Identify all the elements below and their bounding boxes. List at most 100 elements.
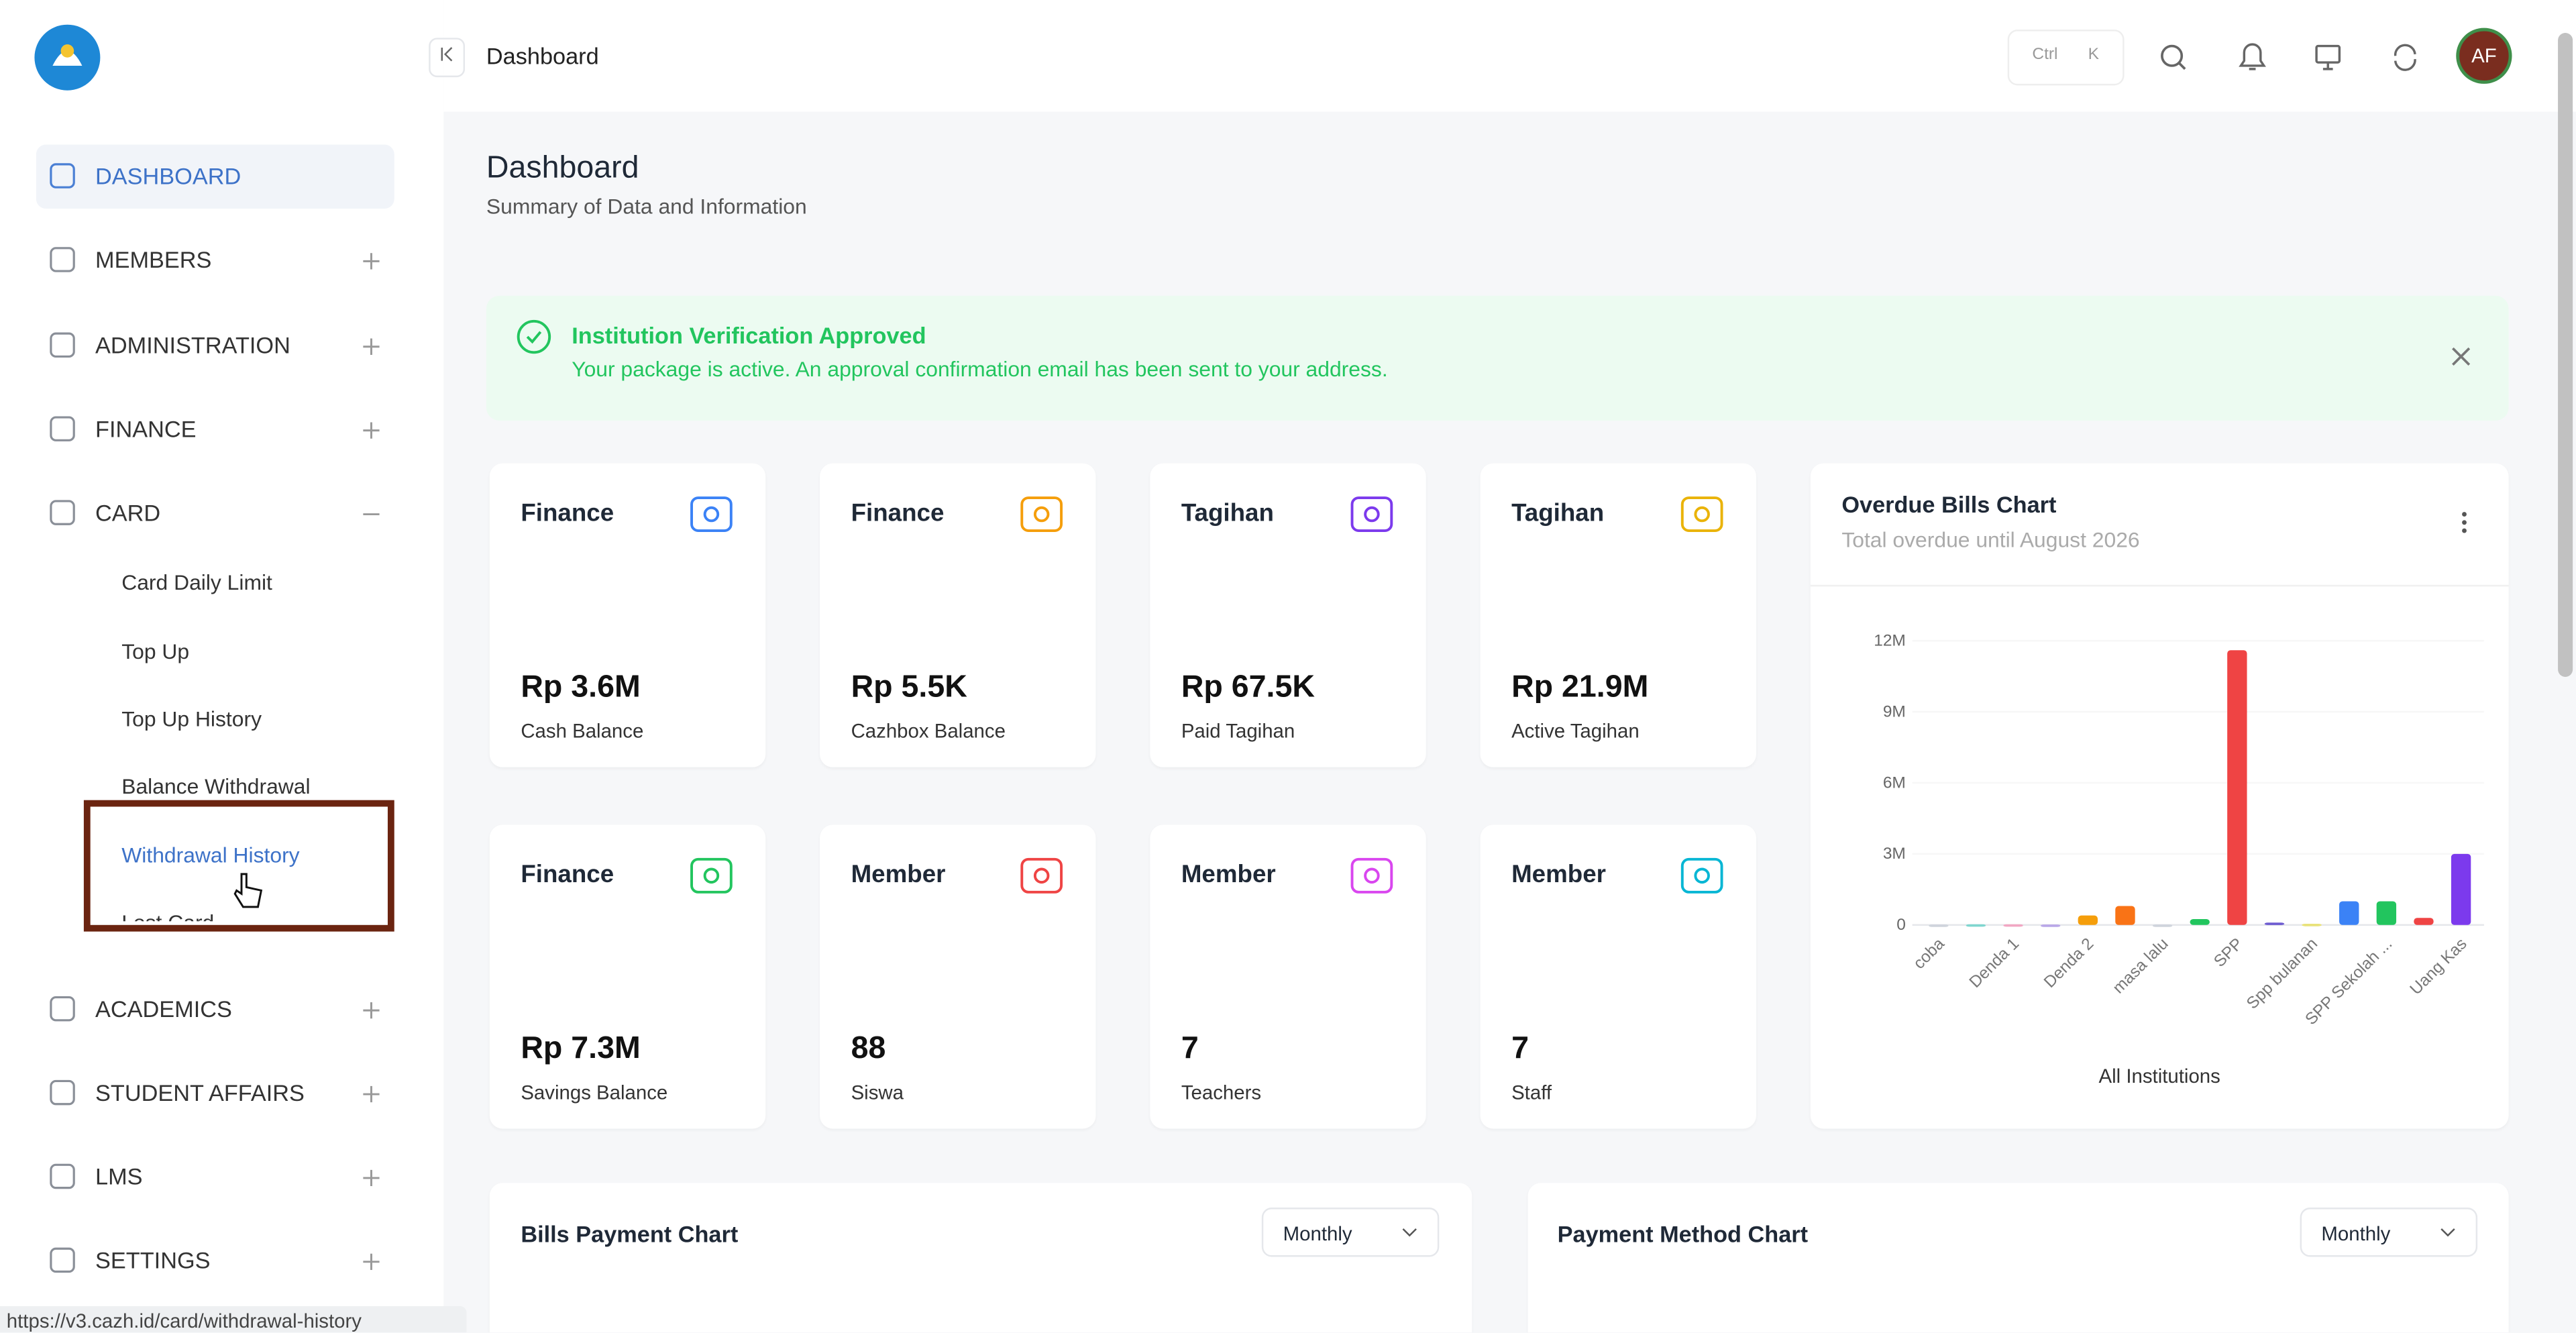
logo[interactable] bbox=[33, 23, 102, 92]
page-subtitle: Summary of Data and Information bbox=[486, 193, 807, 219]
icon-shape bbox=[50, 500, 75, 525]
bar bbox=[2152, 924, 2173, 927]
bar bbox=[2451, 853, 2471, 925]
submenu-item[interactable]: Top Up History bbox=[121, 706, 262, 731]
icon-shape bbox=[50, 163, 75, 189]
bar bbox=[2339, 901, 2359, 925]
stat-category: Member bbox=[1511, 861, 1606, 889]
x-tick-label: coba bbox=[1910, 935, 1948, 973]
menu-item[interactable]: ADMINISTRATION bbox=[95, 331, 290, 358]
stat-label: Paid Tagihan bbox=[1181, 719, 1295, 743]
stat-category: Finance bbox=[521, 861, 614, 889]
overdue-chart: 0 3M 6M 9M 12M coba Denda 1 Denda 2 masa lalu SPP… bbox=[1874, 631, 2484, 1028]
icon-shape bbox=[50, 996, 75, 1022]
icon-shape bbox=[363, 1002, 380, 1019]
alert-title: Institution Verification Approved bbox=[572, 322, 926, 349]
expand-icon[interactable] bbox=[363, 253, 380, 270]
stat-card: Member 88 Siswa bbox=[820, 824, 1096, 1129]
submenu-item[interactable]: Lost Card bbox=[121, 910, 214, 922]
y-tick-label: 12M bbox=[1874, 631, 1906, 649]
chevron bbox=[1402, 1228, 1417, 1237]
expand-icon[interactable] bbox=[363, 1002, 380, 1019]
period-select[interactable]: Monthly bbox=[2300, 1208, 2478, 1257]
icon-shape bbox=[1680, 857, 1723, 894]
chart-menu[interactable] bbox=[2458, 509, 2471, 535]
menu-icon bbox=[50, 500, 75, 525]
period-select[interactable]: Monthly bbox=[1261, 1208, 1440, 1257]
menu-icon bbox=[50, 247, 75, 272]
menu-icon bbox=[50, 996, 75, 1022]
stat-category: Member bbox=[1181, 861, 1276, 889]
expand-icon[interactable] bbox=[363, 338, 380, 355]
menu-item[interactable]: DASHBOARD bbox=[95, 162, 241, 189]
bar bbox=[2227, 650, 2247, 925]
stat-category: Finance bbox=[521, 499, 614, 528]
x-tick-label: Spp bulanan bbox=[2243, 935, 2321, 1012]
stat-label: Cazhbox Balance bbox=[851, 719, 1006, 743]
search-icon[interactable] bbox=[2161, 44, 2186, 70]
stat-value: 88 bbox=[851, 1031, 886, 1067]
stat-value: 7 bbox=[1181, 1031, 1199, 1067]
menu-item[interactable]: STUDENT AFFAIRS bbox=[95, 1079, 305, 1106]
icon-shape bbox=[363, 253, 380, 270]
bar bbox=[2190, 918, 2210, 925]
payment-method-card: Payment Method Chart Monthly bbox=[1527, 1183, 2509, 1333]
expand-icon[interactable] bbox=[363, 1085, 380, 1103]
menu-item[interactable]: MEMBERS bbox=[95, 246, 212, 273]
bar bbox=[2041, 924, 2061, 927]
expand-icon[interactable] bbox=[363, 1169, 380, 1187]
stat-value: Rp 21.9M bbox=[1511, 670, 1649, 705]
submenu-item[interactable]: Withdrawal History bbox=[121, 843, 300, 868]
stat-card: Tagihan Rp 21.9M Active Tagihan bbox=[1480, 463, 1756, 767]
x-axis-title: All Institutions bbox=[2098, 1064, 2220, 1088]
menu-icon bbox=[50, 1247, 75, 1273]
submenu-item[interactable]: Top Up bbox=[121, 639, 190, 664]
icon-shape bbox=[363, 422, 380, 439]
card-title: Payment Method Chart bbox=[1557, 1220, 1809, 1247]
expand-icon[interactable] bbox=[363, 1253, 380, 1271]
divider bbox=[1810, 584, 2509, 587]
stat-category: Member bbox=[851, 861, 946, 889]
stat-card: Member 7 Teachers bbox=[1150, 824, 1426, 1129]
notification-icon[interactable] bbox=[2239, 43, 2266, 70]
menu-item[interactable]: CARD bbox=[95, 499, 161, 526]
submenu-item[interactable]: Balance Withdrawal bbox=[121, 774, 311, 799]
menu-icon bbox=[50, 416, 75, 441]
menu-item[interactable]: FINANCE bbox=[95, 415, 197, 442]
shortcut-key: K bbox=[2088, 46, 2100, 64]
chevron bbox=[2440, 1228, 2455, 1237]
display-icon[interactable] bbox=[2315, 44, 2341, 70]
x-tick-label: SPP bbox=[2210, 935, 2247, 971]
x-tick-label: Denda 2 bbox=[2041, 935, 2098, 992]
icon-shape bbox=[1020, 496, 1063, 532]
menu-item[interactable]: ACADEMICS bbox=[95, 996, 232, 1022]
stat-icon bbox=[1680, 857, 1723, 894]
icon-shape bbox=[363, 338, 380, 355]
expand-icon[interactable] bbox=[363, 422, 380, 439]
search-shortcut[interactable]: Ctrl K bbox=[2007, 30, 2125, 86]
sync-icon[interactable] bbox=[2394, 44, 2416, 71]
collapse-icon[interactable] bbox=[363, 506, 380, 522]
submenu-item[interactable]: Card Daily Limit bbox=[121, 570, 272, 595]
collapse-button[interactable] bbox=[429, 38, 466, 78]
bar bbox=[2302, 924, 2322, 926]
icon-shape bbox=[50, 1079, 75, 1106]
menu-icon bbox=[50, 1163, 75, 1189]
menu-icon bbox=[50, 163, 75, 189]
icon-shape bbox=[703, 506, 720, 523]
menu-item[interactable]: LMS bbox=[95, 1163, 143, 1190]
stat-label: Savings Balance bbox=[521, 1081, 668, 1104]
icon-shape bbox=[690, 857, 733, 894]
cursor bbox=[233, 873, 263, 908]
avatar[interactable]: AF bbox=[2456, 28, 2512, 84]
scrollbar[interactable] bbox=[2558, 32, 2573, 677]
bar bbox=[2376, 901, 2397, 925]
active-item-bg bbox=[36, 144, 394, 209]
alert-icon bbox=[517, 319, 551, 354]
stat-icon bbox=[1350, 496, 1393, 532]
alert-close[interactable] bbox=[2449, 345, 2472, 368]
menu-item[interactable]: SETTINGS bbox=[95, 1246, 211, 1273]
